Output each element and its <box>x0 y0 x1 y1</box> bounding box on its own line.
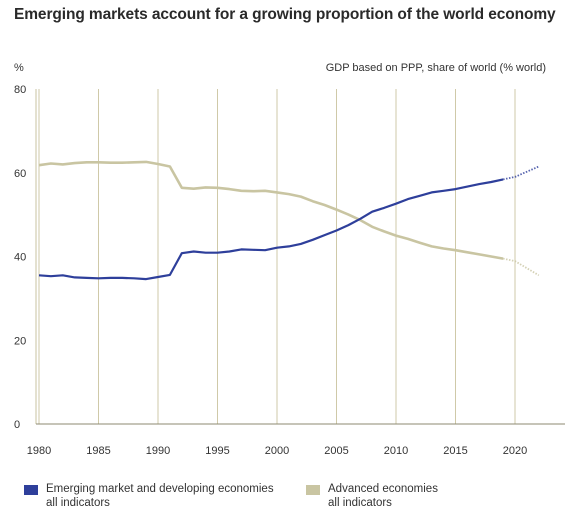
legend-swatch-advanced <box>306 485 320 495</box>
x-tick-label-1990: 1990 <box>146 445 170 457</box>
legend-item-emerging: Emerging market and developing economies… <box>24 482 294 514</box>
legend-label-emerging-line1: Emerging market and developing economies <box>46 483 274 495</box>
series-projection-advanced <box>502 257 540 277</box>
series-line-advanced <box>38 160 504 260</box>
x-tick-label-1995: 1995 <box>205 445 229 457</box>
legend-label-advanced-line1: Advanced economies <box>328 483 438 495</box>
series-lines <box>38 160 540 281</box>
line-chart: 0 20 40 60 80 1980 1985 1990 1995 2000 2005 2010 201… <box>14 84 565 457</box>
legend-label-emerging-line2: all indicators <box>46 497 110 509</box>
x-tick-label-2015: 2015 <box>443 445 467 457</box>
y-axis-unit-label: % <box>14 62 24 74</box>
y-tick-label-0: 0 <box>14 419 20 431</box>
legend-item-advanced: Advanced economies all indicators <box>306 482 506 514</box>
chart-subtitle: GDP based on PPP, share of world (% worl… <box>325 62 546 74</box>
series-line-emerging <box>38 178 504 281</box>
x-tick-label-1980: 1980 <box>27 445 51 457</box>
y-tick-label-60: 60 <box>14 168 26 180</box>
axes: 0 20 40 60 80 1980 1985 1990 1995 2000 2005 2010 201… <box>14 84 565 457</box>
grid <box>38 89 516 424</box>
legend-label-emerging: Emerging market and developing economies… <box>46 482 274 510</box>
x-tick-label-2010: 2010 <box>384 445 408 457</box>
y-tick-label-20: 20 <box>14 335 26 347</box>
legend-swatch-emerging <box>24 485 38 495</box>
y-tick-label-80: 80 <box>14 84 26 96</box>
x-tick-label-2005: 2005 <box>324 445 348 457</box>
chart-title: Emerging markets account for a growing p… <box>14 6 556 23</box>
series-projection-emerging <box>502 165 540 181</box>
x-tick-label-2020: 2020 <box>503 445 527 457</box>
x-tick-label-1985: 1985 <box>86 445 110 457</box>
legend-label-advanced: Advanced economies all indicators <box>328 482 438 510</box>
legend-label-advanced-line2: all indicators <box>328 497 392 509</box>
x-tick-label-2000: 2000 <box>265 445 289 457</box>
y-tick-label-40: 40 <box>14 252 26 264</box>
